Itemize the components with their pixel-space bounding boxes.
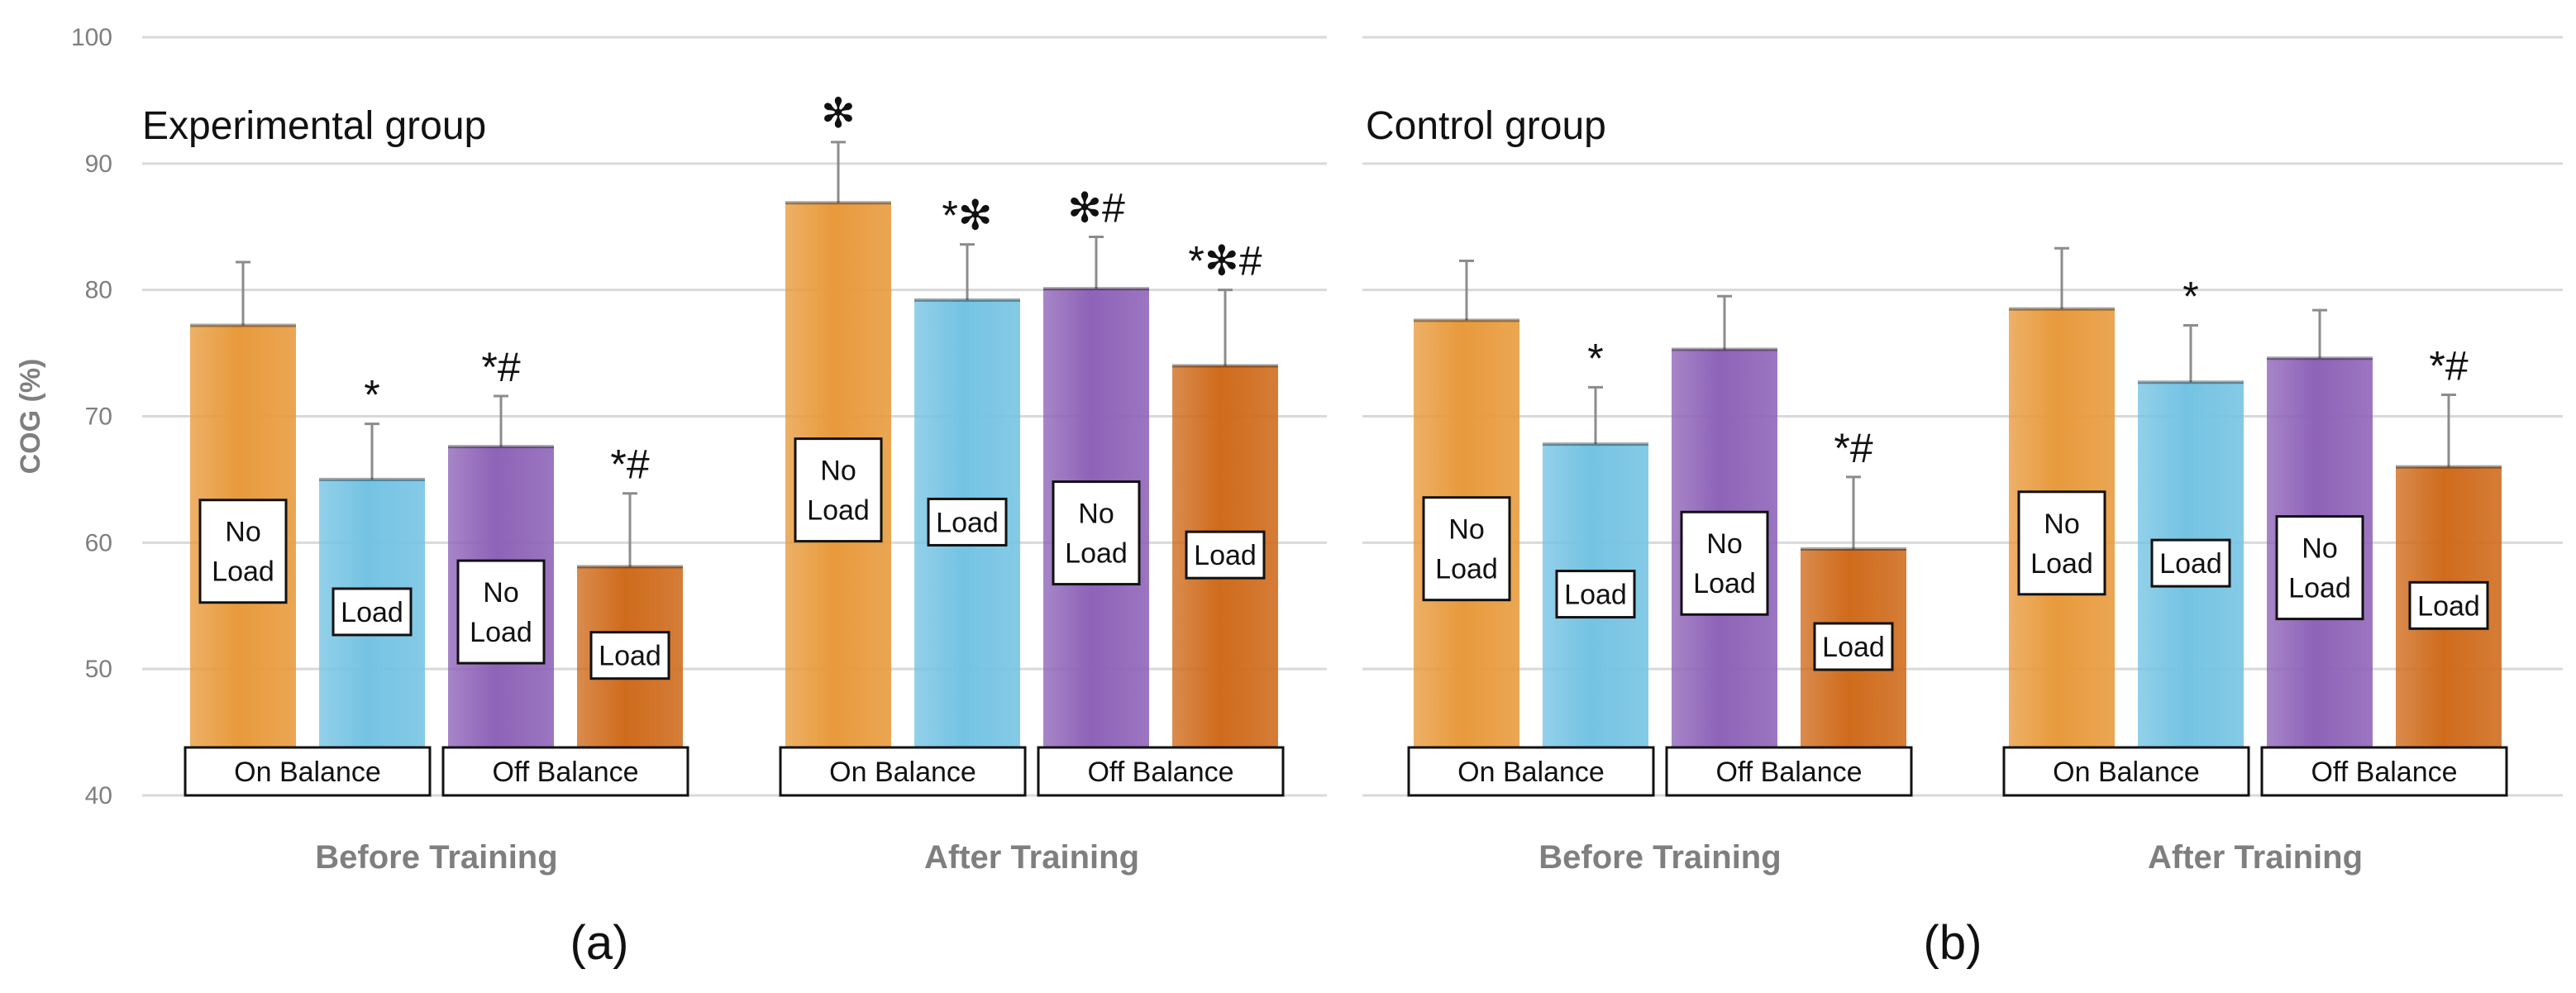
bar [2138,382,2244,795]
condition-label: On Balance [234,757,381,788]
significance-label: *✻# [1188,238,1262,284]
y-tick-label: 80 [85,277,112,304]
condition-label: Off Balance [1087,757,1233,788]
load-label: Load [2159,548,2222,580]
group-label: Before Training [315,839,557,876]
chart-panel-a: 40 50 60 70 80 90 100 COG (%) Experimental group… [15,24,1327,970]
bar [1172,365,1278,795]
y-tick-label: 40 [85,782,112,809]
load-label: Load [1822,632,1885,663]
significance-label: ✻ [821,90,856,136]
group-label: After Training [924,839,1139,876]
panel-label: (a) [570,916,629,970]
load-label: Load [2417,590,2480,622]
load-label-box [1555,570,1636,619]
chart-title: Experimental group [142,104,486,148]
y-tick-label: 90 [85,150,112,178]
bar [2396,466,2502,795]
load-label-box [1680,510,1769,616]
condition-box [441,746,689,797]
load-label: No [1706,528,1742,560]
group-label: Before Training [1538,839,1781,876]
condition-box [1407,746,1655,797]
load-label-box [589,631,670,680]
y-tick-label: 100 [71,24,112,51]
load-label-box [456,559,546,665]
significance-label: * [364,372,379,418]
y-tick-label: 60 [85,529,112,556]
y-tick-label: 50 [85,656,112,683]
bar [914,299,1020,796]
condition-label: On Balance [1457,757,1605,788]
group-label: After Training [2148,839,2363,876]
condition-box [1037,746,1285,797]
condition-label: Off Balance [492,757,638,788]
load-label-box [198,499,288,604]
significance-label: *# [1834,425,1872,471]
load-label: Load [1194,540,1257,571]
load-label: Load [212,556,274,588]
significance-label: *# [481,344,520,390]
bar [319,479,425,795]
chart-panel-b: Control group No Load * Load No Load *# Load On B… [1362,36,2563,970]
load-label-box [794,437,883,543]
condition-label: Off Balance [2311,757,2457,788]
load-label-box [1185,530,1266,580]
condition-box [2002,746,2250,797]
load-label: No [2302,533,2337,565]
load-label: Load [341,597,403,628]
significance-label: *# [2429,343,2468,389]
condition-label: On Balance [829,757,976,788]
condition-label: On Balance [2053,757,2200,788]
condition-box [1665,746,1913,797]
load-label-box [927,497,1008,547]
load-label-box [1422,496,1511,602]
load-label-box [332,587,413,637]
load-label-box [1052,480,1141,586]
significance-label: * [1587,335,1603,381]
load-label: No [2044,508,2079,540]
load-label: Load [599,641,661,672]
load-label-box [2408,580,2489,630]
load-label: Load [2030,548,2093,580]
significance-label: *✻ [942,193,992,239]
load-label: No [225,517,260,548]
load-label-box [2150,538,2231,588]
load-label: Load [470,617,532,648]
load-label: Load [2288,573,2351,604]
load-label: No [1448,514,1484,546]
bar [1543,444,1648,795]
load-label: No [483,577,518,609]
load-label: No [1078,499,1114,530]
condition-box [779,746,1027,797]
significance-label: * [2182,273,2198,319]
significance-label: *# [610,442,649,488]
condition-label: Off Balance [1715,757,1862,788]
condition-box [2260,746,2508,797]
load-label: Load [807,495,870,527]
load-label: Load [1435,554,1498,585]
panel-label: (b) [1924,916,1982,970]
chart-title: Control group [1366,104,1606,148]
load-label: Load [1564,580,1627,611]
load-label: Load [1693,568,1756,599]
load-label: Load [1065,538,1128,570]
y-axis-label: COG (%) [15,359,46,475]
significance-label: ✻# [1067,184,1125,231]
y-tick-label: 70 [85,403,112,431]
load-label-box [1813,622,1894,671]
load-label: No [820,456,856,487]
load-label-box [2275,515,2364,621]
load-label-box [2017,490,2106,596]
load-label: Load [936,507,999,538]
condition-box [184,746,432,797]
